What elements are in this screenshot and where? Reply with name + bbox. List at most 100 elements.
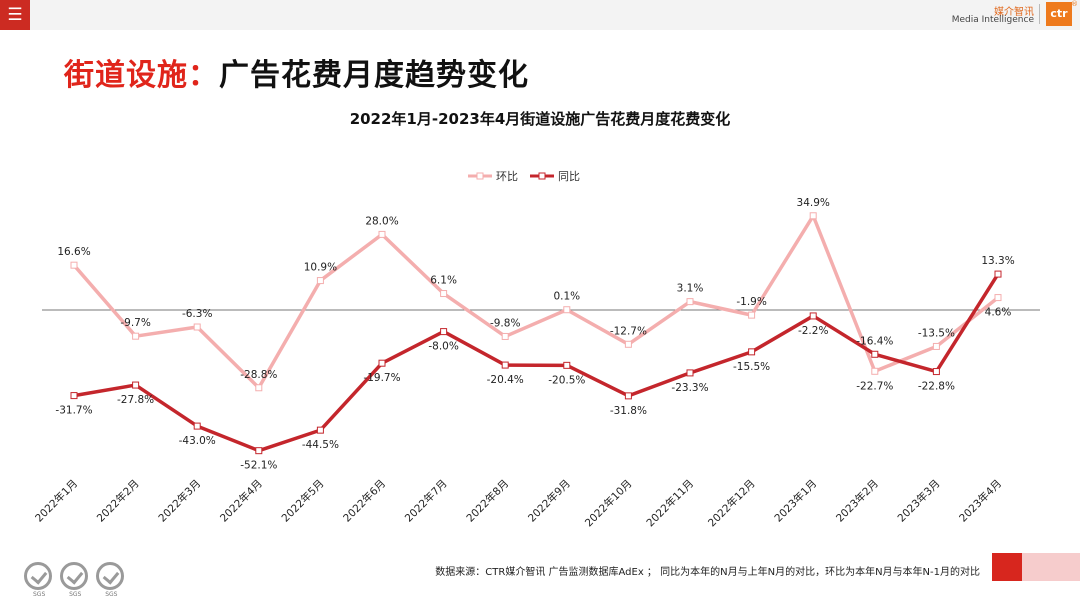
data-point [193,422,201,430]
data-label: 16.6% [57,246,90,258]
data-label: -31.7% [55,405,92,417]
data-label: 13.3% [981,255,1014,267]
x-tick-label: 2023年4月 [956,477,1004,525]
page-title-prefix: 街道设施： [64,58,219,93]
data-point [70,392,78,400]
sgs-badge-label: SGS [105,591,118,598]
data-label: -28.8% [240,369,277,381]
data-label: -31.8% [610,405,647,417]
logo-separator [1039,4,1040,24]
sgs-badge-icon: SGS [24,562,52,598]
data-label: -19.7% [363,372,400,384]
data-label: -43.0% [179,435,216,447]
data-point [440,328,448,336]
x-tick-label: 2022年3月 [156,477,204,525]
data-point [871,350,879,358]
data-point [686,369,694,377]
data-point [748,311,756,319]
x-tick-label: 2022年5月 [279,477,327,525]
data-label: -12.7% [610,325,647,337]
data-point [994,294,1002,302]
chart-title: 2022年1月-2023年4月街道设施广告花费月度花费变化 [349,110,731,128]
series-line-1 [72,214,1000,390]
data-label: -52.1% [240,460,277,472]
data-label: 0.1% [553,291,580,303]
data-label: 6.1% [430,275,457,287]
x-tick-label: 2022年6月 [340,477,388,525]
data-point [70,261,78,269]
data-point [563,306,571,314]
data-label: -22.8% [918,381,955,393]
x-tick-label: 2022年7月 [402,477,450,525]
data-point [994,270,1002,278]
data-source-footnote: 数据来源：CTR媒介智讯 广告监测数据库AdEx ； 同比为本年的N月与上年N月… [435,567,980,578]
x-tick-label: 2022年9月 [525,477,573,525]
data-point [748,348,756,356]
data-point [255,384,263,392]
data-point [378,359,386,367]
legend-marker-2 [538,172,546,180]
data-label: -44.5% [302,439,339,451]
sgs-badge-icon: SGS [96,562,125,598]
data-label: -1.9% [736,296,766,308]
x-tick-label: 2022年1月 [32,477,80,525]
hamburger-menu-icon[interactable]: ☰ [0,0,30,30]
x-tick-label: 2023年3月 [895,477,943,525]
line-chart: 环比 同比 16.6% -9.7% -6.3% -28.8% 10.9% 28.0% 6.1% -… [32,170,1040,529]
data-label: -9.7% [120,317,150,329]
data-label: 28.0% [365,215,398,227]
certification-badges: SGS SGS SGS [24,562,127,598]
x-tick-label: 2023年2月 [833,477,881,525]
x-tick-label: 2022年4月 [217,477,265,525]
data-point [378,230,386,238]
data-label: -20.5% [548,374,585,386]
x-tick-label: 2022年8月 [464,477,512,525]
footer-red-block [992,553,1022,581]
data-label: -6.3% [182,308,212,320]
data-label: 3.1% [677,283,704,295]
data-label: -2.2% [798,325,828,337]
data-point [132,332,140,340]
data-point [501,332,509,340]
data-label: -22.7% [856,380,893,392]
sgs-badge-label: SGS [33,591,46,598]
data-point [255,447,263,455]
data-point [932,342,940,350]
ctr-logo-mark: ctr [1046,2,1072,26]
footer-pink-block [1022,553,1080,581]
x-tick-label: 2022年12月 [705,477,757,529]
data-point [624,392,632,400]
x-tick-label: 2022年10月 [582,477,634,529]
data-point [132,381,140,389]
data-label: 4.6% [985,307,1012,319]
data-label: -27.8% [117,394,154,406]
data-point [686,298,694,306]
data-point [316,426,324,434]
data-point [316,277,324,285]
sgs-badge-icon: SGS [60,562,89,598]
logo-chinese-text: 媒介智讯 [994,7,1034,18]
series-line-2 [73,273,1000,453]
data-point [932,368,940,376]
page-title: 街道设施：广告花费月度趋势变化 [64,50,529,94]
data-label: -15.5% [733,361,770,373]
x-tick-label: 2022年2月 [94,477,142,525]
data-point [193,323,201,331]
data-point [624,340,632,348]
x-tick-label: 2023年1月 [772,477,820,525]
data-point [440,290,448,298]
page-title-main: 广告花费月度趋势变化 [219,58,529,93]
legend-label-1: 环比 [496,170,518,183]
data-label: -23.3% [671,382,708,394]
data-label: -9.8% [490,317,520,329]
data-label: -16.4% [856,335,893,347]
data-point [871,367,879,375]
logo-english-text: Media Intelligence [951,15,1034,25]
top-bar [0,0,1080,30]
legend-marker-1 [476,172,484,180]
x-tick-label: 2022年11月 [644,477,696,529]
data-point [501,361,509,369]
data-point [563,361,571,369]
data-point [809,312,817,320]
legend-label-2: 同比 [558,170,580,183]
